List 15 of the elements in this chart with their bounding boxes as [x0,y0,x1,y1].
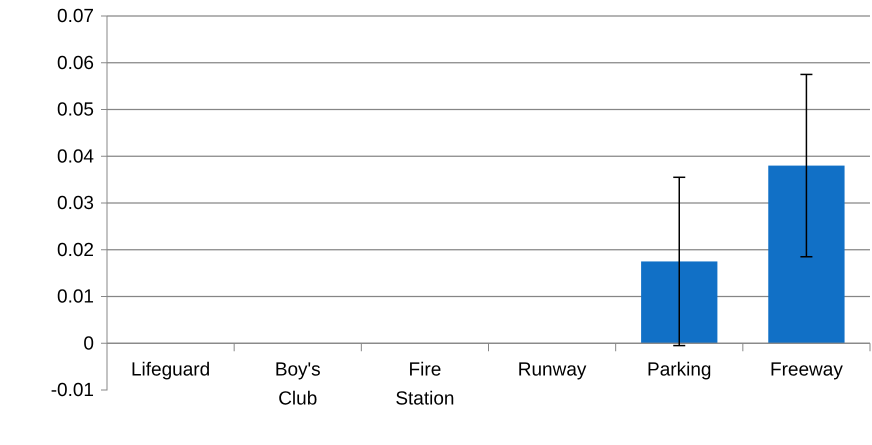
y-tick-label: 0.04 [57,146,94,168]
y-tick-label: 0 [83,333,94,354]
x-tick-label: Lifeguard [130,359,210,380]
y-tick-label: 0.07 [57,6,94,28]
x-tick-label: Freeway [770,359,844,380]
x-tick-label: Fire Station [395,359,454,410]
y-tick-label: 0.05 [57,100,94,121]
y-tick-label: 0.03 [57,193,94,214]
y-tick-label: 0.01 [57,286,94,308]
x-tick-label: Runway [518,359,587,380]
y-tick-label: 0.06 [57,52,94,74]
y-tick-label: 0.02 [57,240,94,261]
y-tick-label: -0.01 [50,380,94,402]
x-tick-label: Parking [647,359,712,380]
x-tick-label: Boy's Club [274,359,321,410]
